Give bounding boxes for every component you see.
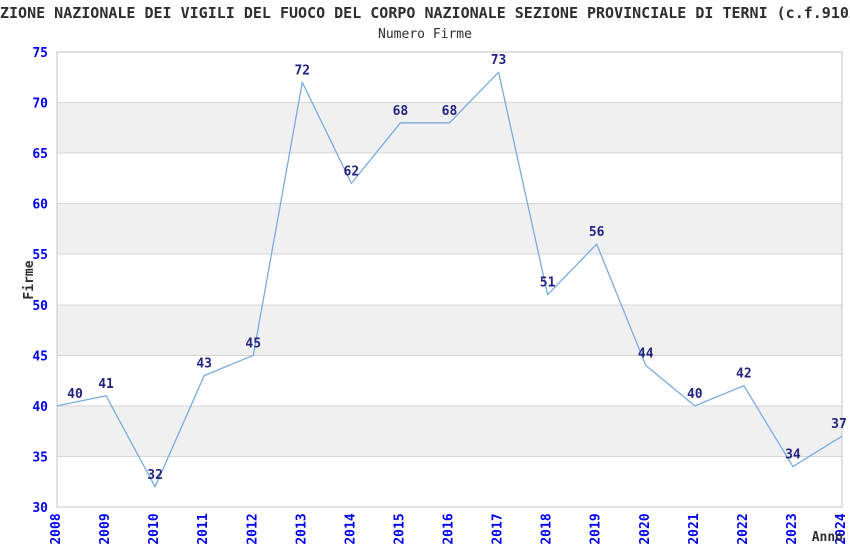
plot-border [56, 51, 843, 508]
y-tick-label: 70 [32, 97, 48, 112]
point-label: 62 [344, 164, 360, 179]
x-tick-label: 2019 [589, 513, 604, 544]
grid-band [57, 304, 842, 356]
grid-band [57, 203, 842, 255]
x-tick-label: 2023 [785, 513, 800, 544]
chart-subtitle: Numero Firme [378, 27, 472, 42]
point-label: 51 [540, 276, 556, 291]
chart-title: ZIONE NAZIONALE DEI VIGILI DEL FUOCO DEL… [0, 4, 850, 22]
point-label: 56 [589, 225, 605, 240]
x-tick-label: 2017 [491, 513, 506, 544]
point-label: 72 [294, 63, 310, 78]
point-label: 42 [736, 367, 752, 382]
point-label: 68 [442, 104, 458, 119]
y-tick-label: 30 [32, 501, 48, 516]
x-tick-label: 2020 [638, 513, 653, 544]
point-label: 43 [196, 357, 212, 372]
point-labels: 40 41 32 43 45 72 62 68 68 73 51 56 44 40 42 34 37 [67, 53, 847, 483]
x-tick-label: 2013 [294, 513, 309, 544]
x-tick-labels: 2008 2009 2010 2011 2012 2013 2014 2015 2016 2017… [49, 513, 849, 544]
point-label: 73 [491, 53, 507, 68]
point-label: 41 [98, 377, 114, 392]
x-tick-label: 2014 [343, 513, 358, 544]
grid-bands [57, 102, 842, 457]
point-label: 37 [831, 417, 847, 432]
y-tick-label: 45 [32, 349, 48, 364]
x-tick-label: 2008 [49, 513, 64, 544]
x-tick-label: 2009 [98, 513, 113, 544]
y-tick-label: 40 [32, 400, 48, 415]
y-axis-title: Firme [22, 260, 37, 299]
y-tick-label: 65 [32, 147, 48, 162]
y-tick-label: 35 [32, 450, 48, 465]
y-tick-label: 75 [32, 46, 48, 61]
y-tick-label: 50 [32, 299, 48, 314]
x-tick-label: 2016 [442, 513, 457, 544]
x-tick-label: 2012 [245, 513, 260, 544]
point-label: 45 [245, 336, 261, 351]
gridlines [57, 102, 842, 457]
point-label: 34 [785, 448, 801, 463]
grid-band [57, 405, 842, 457]
point-label: 40 [67, 387, 83, 402]
x-tick-label: 2021 [687, 513, 702, 544]
x-tick-label: 2022 [736, 513, 751, 544]
x-tick-label: 2010 [147, 513, 162, 544]
x-tick-label: 2024 [834, 513, 849, 544]
x-tick-label: 2018 [540, 513, 555, 544]
y-tick-label: 60 [32, 198, 48, 213]
y-tick-labels: 30 35 40 45 50 55 60 65 70 75 [32, 46, 48, 516]
point-label: 68 [393, 104, 409, 119]
grid-band [57, 102, 842, 154]
point-label: 40 [687, 387, 703, 402]
x-tick-label: 2015 [392, 513, 407, 544]
series-line-group [56, 71, 843, 488]
point-label: 44 [638, 346, 654, 361]
y-tick-label: 55 [32, 248, 48, 263]
x-axis-title: Anno [812, 530, 843, 545]
x-tick-label: 2011 [196, 513, 211, 544]
series-line [56, 71, 843, 488]
point-label: 32 [147, 468, 163, 483]
